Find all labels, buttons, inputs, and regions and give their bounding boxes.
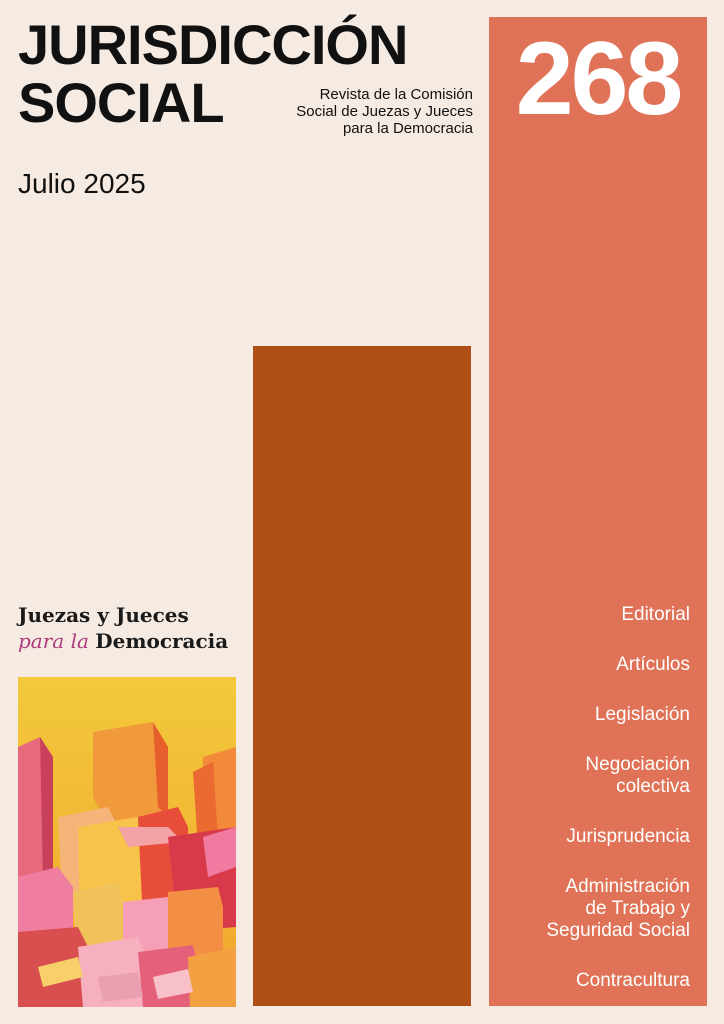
section-administracion: Administración de Trabajo y Seguridad So…: [490, 876, 690, 942]
subtitle-line-3: para la Democracia: [342, 120, 473, 137]
title-line-2: SOCIAL: [18, 71, 225, 134]
section-contracultura: Contracultura: [490, 970, 690, 992]
magazine-subtitle: Revista de la Comisión Social de Juezas …: [258, 86, 473, 137]
issue-number: 268: [515, 21, 684, 137]
section-negociacion: Negociación colectiva: [490, 754, 690, 798]
logo-line-2-italic: para la: [18, 629, 89, 653]
subtitle-line-1: Revista de la Comisión: [319, 86, 473, 103]
section-label: Jurisprudencia: [566, 826, 690, 847]
section-label: de Trabajo y: [585, 898, 690, 919]
section-label: colectiva: [616, 776, 690, 797]
section-label: Negociación: [585, 754, 690, 775]
section-label: Legislación: [594, 704, 690, 725]
section-label: Administración: [565, 876, 690, 897]
light-color-bar: [489, 17, 707, 1006]
section-editorial: Editorial: [490, 604, 690, 626]
jjpd-logo: Juezas y Jueces para la Democracia: [18, 602, 228, 654]
section-articulos: Artículos: [490, 654, 690, 676]
logo-line-2-bold: Democracia: [95, 629, 229, 653]
title-line-1: JURISDICCIÓN: [18, 13, 408, 76]
issue-date: Julio 2025: [18, 168, 146, 199]
magazine-title: JURISDICCIÓN SOCIAL: [18, 13, 408, 134]
abstract-houses-painting: [18, 677, 236, 1007]
section-label: Editorial: [621, 604, 690, 625]
dark-color-bar: [253, 346, 471, 1006]
subtitle-line-2: Social de Juezas y Jueces: [296, 103, 473, 120]
logo-line-1: Juezas y Jueces: [18, 603, 189, 627]
section-label: Artículos: [616, 654, 690, 675]
section-legislacion: Legislación: [490, 704, 690, 726]
section-label: Seguridad Social: [546, 920, 690, 941]
section-jurisprudencia: Jurisprudencia: [490, 826, 690, 848]
section-label: Contracultura: [575, 970, 690, 991]
